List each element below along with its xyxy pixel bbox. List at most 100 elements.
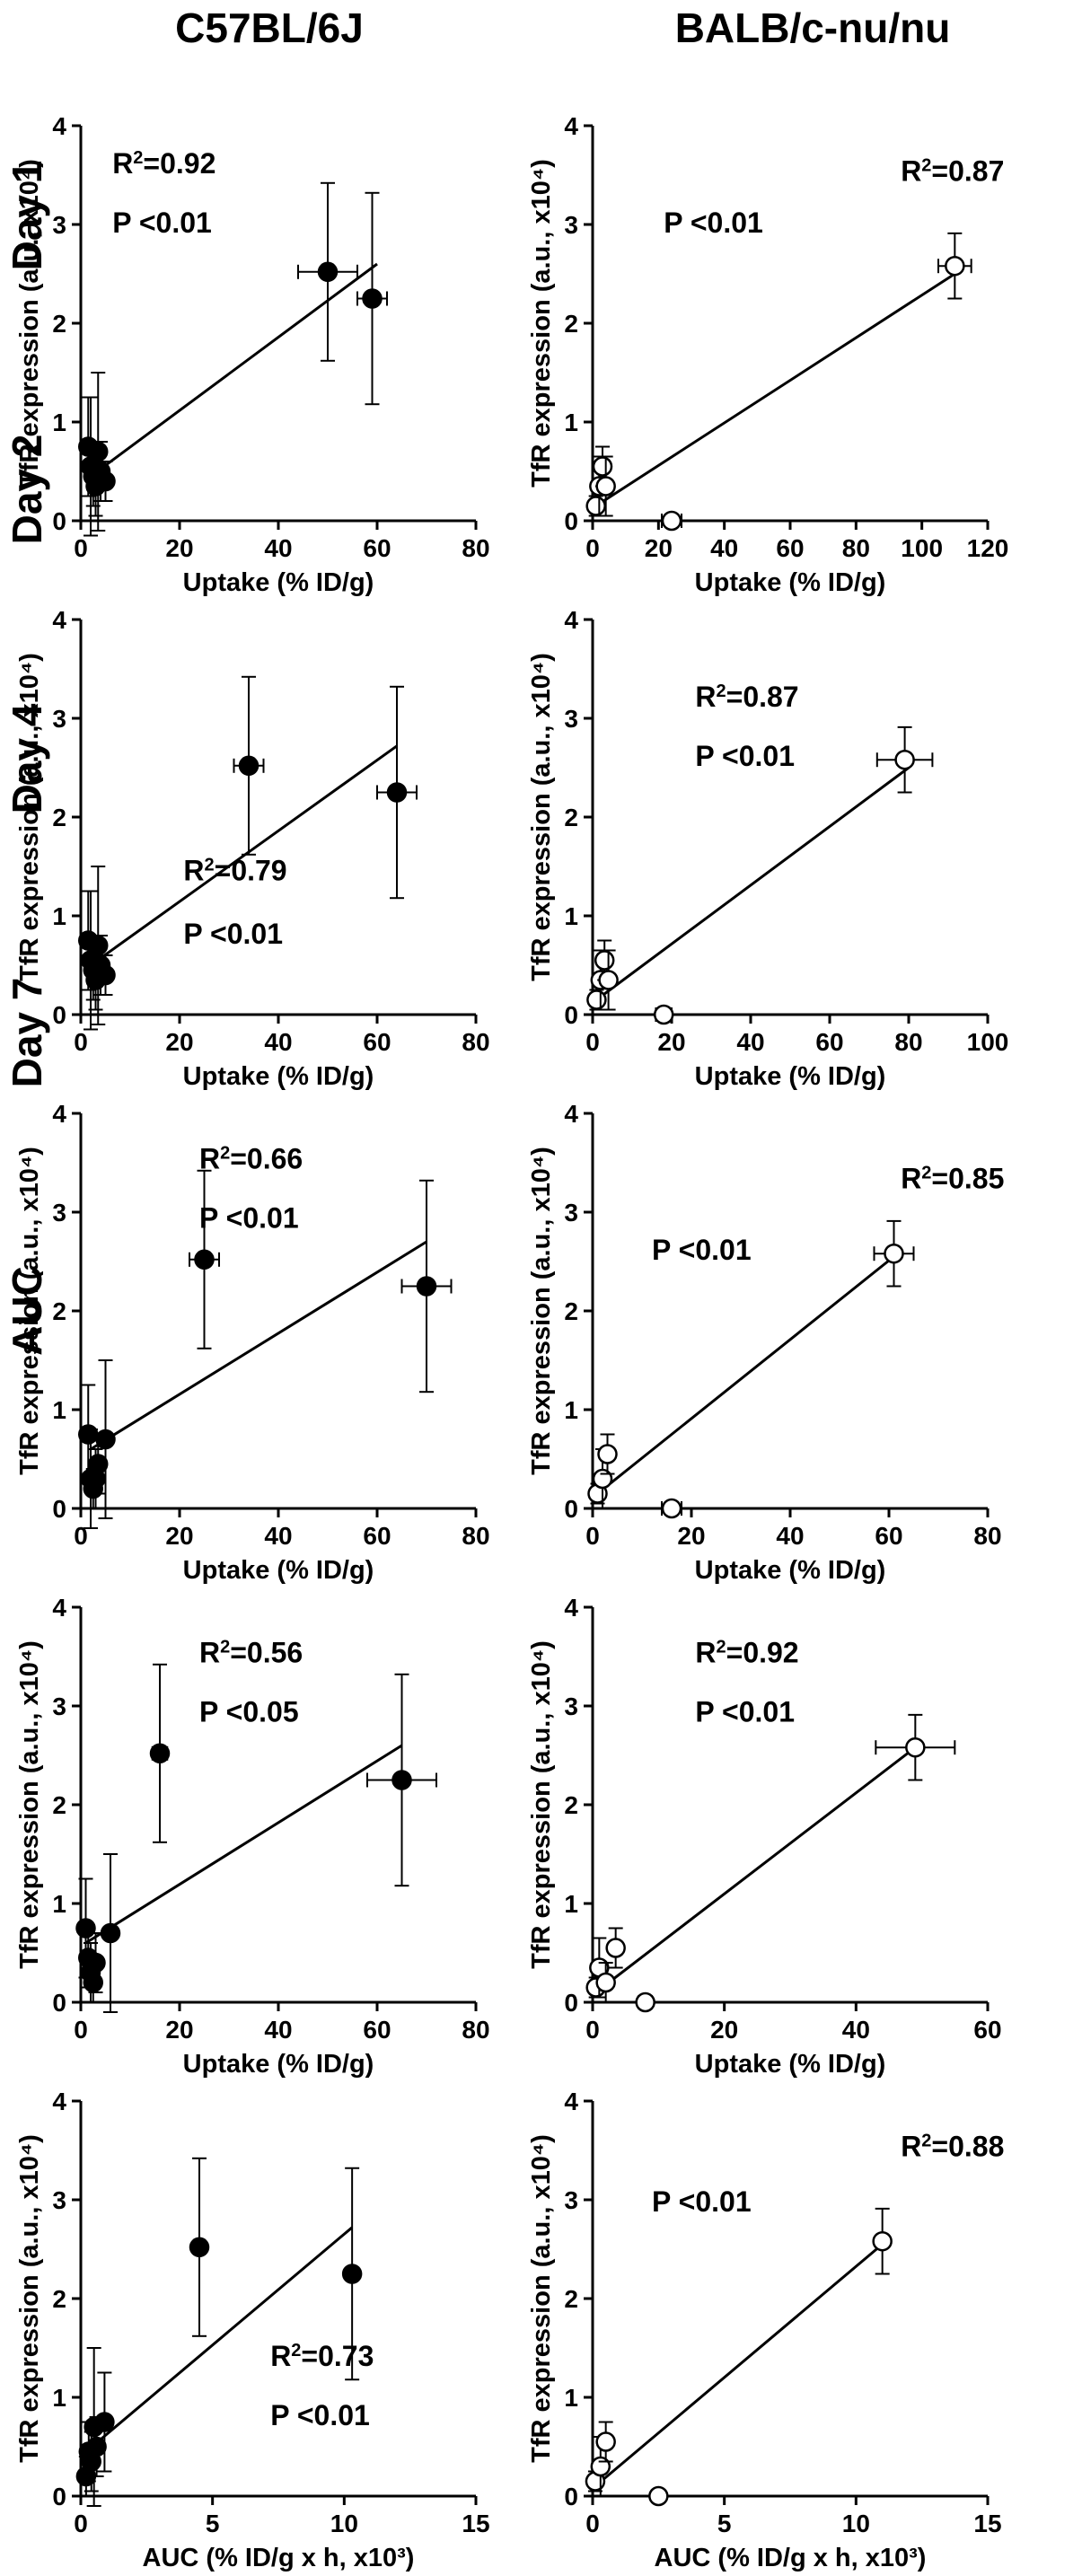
y-tick-label: 1 — [564, 1890, 578, 1918]
x-axis-label: Uptake (% ID/g) — [183, 568, 374, 597]
r-squared-label: R2=0.85 — [901, 1163, 1004, 1195]
x-tick-label: 80 — [462, 534, 489, 562]
regression-line — [594, 2243, 884, 2488]
p-value-label: P <0.01 — [199, 1202, 299, 1235]
data-point — [592, 1468, 613, 1490]
x-tick-label: 40 — [736, 1028, 764, 1056]
data-point — [391, 1770, 412, 1790]
data-point — [905, 1736, 926, 1758]
y-tick-label: 4 — [52, 1594, 66, 1622]
data-point — [341, 2264, 363, 2284]
p-value-label: P <0.01 — [183, 918, 283, 950]
x-tick-label: 20 — [657, 1028, 685, 1056]
y-tick-label: 0 — [564, 2483, 578, 2510]
y-tick-label: 0 — [564, 1001, 578, 1029]
x-tick-label: 80 — [462, 1028, 489, 1056]
y-tick-label: 2 — [52, 2285, 66, 2313]
x-tick-label: 5 — [717, 2510, 732, 2537]
y-tick-label: 0 — [52, 2483, 66, 2510]
y-tick-label: 4 — [564, 112, 578, 140]
y-tick-label: 0 — [52, 1495, 66, 1523]
x-tick-label: 20 — [165, 534, 193, 562]
y-axis-label: TfR expression (a.u., x10⁴) — [15, 653, 44, 981]
data-point — [595, 1972, 616, 1993]
data-point — [94, 2412, 115, 2432]
y-tick-label: 0 — [52, 507, 66, 535]
p-value-label: P <0.01 — [695, 740, 795, 772]
x-tick-label: 0 — [585, 1028, 600, 1056]
data-point — [88, 935, 109, 956]
x-tick-label: 80 — [462, 1522, 489, 1550]
y-axis-label: TfR expression (a.u., x10⁴) — [527, 159, 556, 488]
x-tick-label: 20 — [165, 2016, 193, 2044]
data-point — [884, 1243, 904, 1264]
x-tick-label: 80 — [842, 534, 870, 562]
regression-line — [84, 2226, 354, 2453]
p-value-label: P <0.01 — [112, 207, 212, 239]
y-axis-label: TfR expression (a.u., x10⁴) — [527, 653, 556, 981]
x-tick-label: 60 — [875, 1522, 902, 1550]
y-tick-label: 2 — [564, 804, 578, 831]
data-point — [95, 470, 116, 492]
p-value-label: P <0.01 — [652, 1234, 752, 1266]
data-point — [586, 989, 607, 1010]
x-tick-label: 120 — [967, 534, 1009, 562]
data-point — [872, 2230, 893, 2252]
y-tick-label: 1 — [52, 902, 66, 930]
y-tick-label: 3 — [564, 1199, 578, 1226]
x-tick-label: 100 — [967, 1028, 1009, 1056]
data-point — [149, 1743, 171, 1764]
x-tick-label: 5 — [206, 2510, 220, 2537]
y-tick-label: 3 — [52, 705, 66, 733]
regression-line — [90, 744, 398, 967]
data-point — [85, 1952, 106, 1974]
y-tick-label: 1 — [564, 1396, 578, 1424]
y-axis-label: TfR expression (a.u., x10⁴) — [15, 1147, 44, 1475]
column-title-c57bl: C57BL/6J — [175, 4, 364, 51]
data-point — [592, 456, 613, 477]
r-squared-label: R2=0.79 — [183, 854, 286, 886]
data-point — [605, 1938, 626, 1958]
y-tick-label: 4 — [52, 606, 66, 634]
x-tick-label: 60 — [363, 2016, 391, 2044]
y-tick-label: 3 — [564, 705, 578, 733]
y-tick-label: 3 — [52, 211, 66, 239]
data-point — [635, 1991, 655, 2013]
x-axis-label: Uptake (% ID/g) — [695, 1062, 886, 1091]
data-point — [194, 1249, 215, 1270]
y-tick-label: 0 — [564, 1495, 578, 1523]
data-point — [86, 2436, 107, 2457]
y-tick-label: 1 — [564, 2384, 578, 2412]
x-tick-label: 40 — [264, 534, 292, 562]
x-tick-label: 80 — [894, 1028, 922, 1056]
data-point — [416, 1276, 437, 1297]
data-point — [661, 1498, 682, 1519]
regression-line — [596, 1255, 895, 1495]
y-tick-label: 0 — [564, 1989, 578, 2017]
data-point — [894, 749, 915, 770]
y-tick-label: 3 — [564, 2186, 578, 2214]
regression-line — [594, 272, 956, 507]
data-point — [386, 782, 408, 803]
chart-panel-8: 0 1 2 3 4 0 5 10 15 AUC (% ID/g x h, x10³) TfR exp… — [15, 2088, 490, 2572]
y-tick-label: 4 — [564, 2088, 578, 2115]
data-point — [661, 510, 682, 532]
y-axis-label: TfR expression (a.u., x10⁴) — [15, 1640, 44, 1969]
data-point — [100, 1922, 121, 1944]
x-tick-label: 0 — [74, 534, 88, 562]
p-value-label: P <0.01 — [270, 2399, 370, 2431]
x-tick-label: 0 — [585, 1522, 600, 1550]
data-point — [95, 1429, 116, 1450]
y-axis-label: TfR expression (a.u., x10⁴) — [527, 2134, 556, 2463]
x-tick-label: 80 — [462, 2016, 489, 2044]
y-tick-label: 3 — [564, 1692, 578, 1720]
r-squared-label: R2=0.88 — [901, 2131, 1004, 2163]
r-squared-label: R2=0.66 — [199, 1143, 303, 1175]
regression-line — [84, 1744, 403, 1945]
